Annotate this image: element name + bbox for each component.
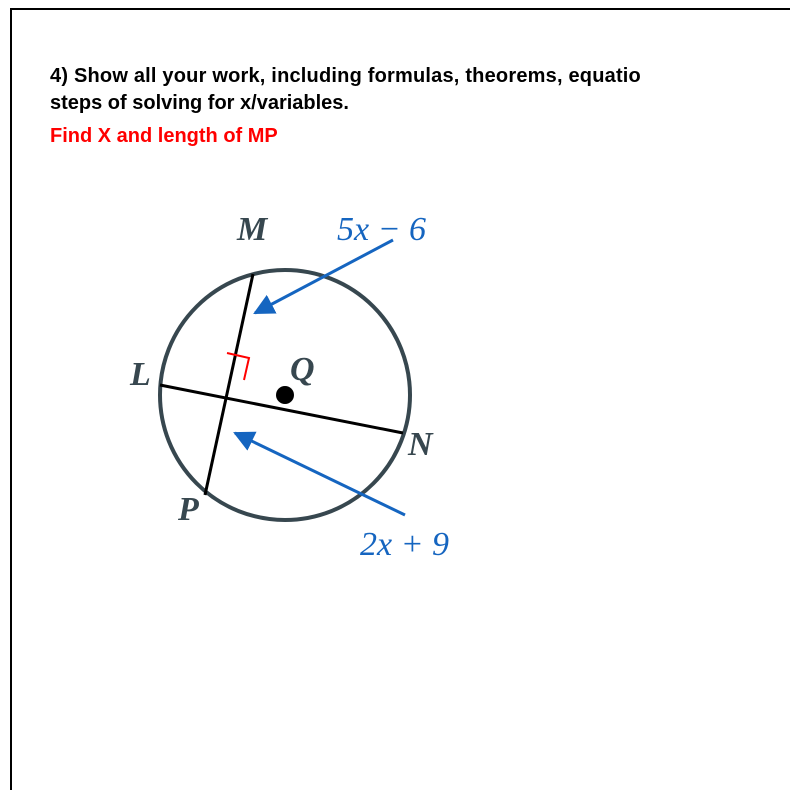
segment-MP bbox=[205, 274, 253, 495]
label-M: M bbox=[236, 211, 269, 248]
question-line-1: 4) Show all your work, including formula… bbox=[50, 65, 641, 88]
label-N: N bbox=[407, 426, 434, 463]
geometry-diagram: M L Q N P 5x − 6 2x + 9 bbox=[75, 185, 505, 615]
expr-label: 5x − 6 bbox=[337, 211, 426, 248]
expr-label: 2x + 9 bbox=[360, 526, 449, 563]
arrow-to-M-half bbox=[255, 240, 393, 313]
label-P: P bbox=[177, 491, 199, 528]
question-line-2: steps of solving for x/variables. bbox=[50, 92, 349, 115]
question-prompt: Find X and length of MP bbox=[50, 125, 278, 148]
label-Q: Q bbox=[290, 351, 315, 388]
label-L: L bbox=[129, 356, 151, 393]
center-point bbox=[276, 386, 294, 404]
